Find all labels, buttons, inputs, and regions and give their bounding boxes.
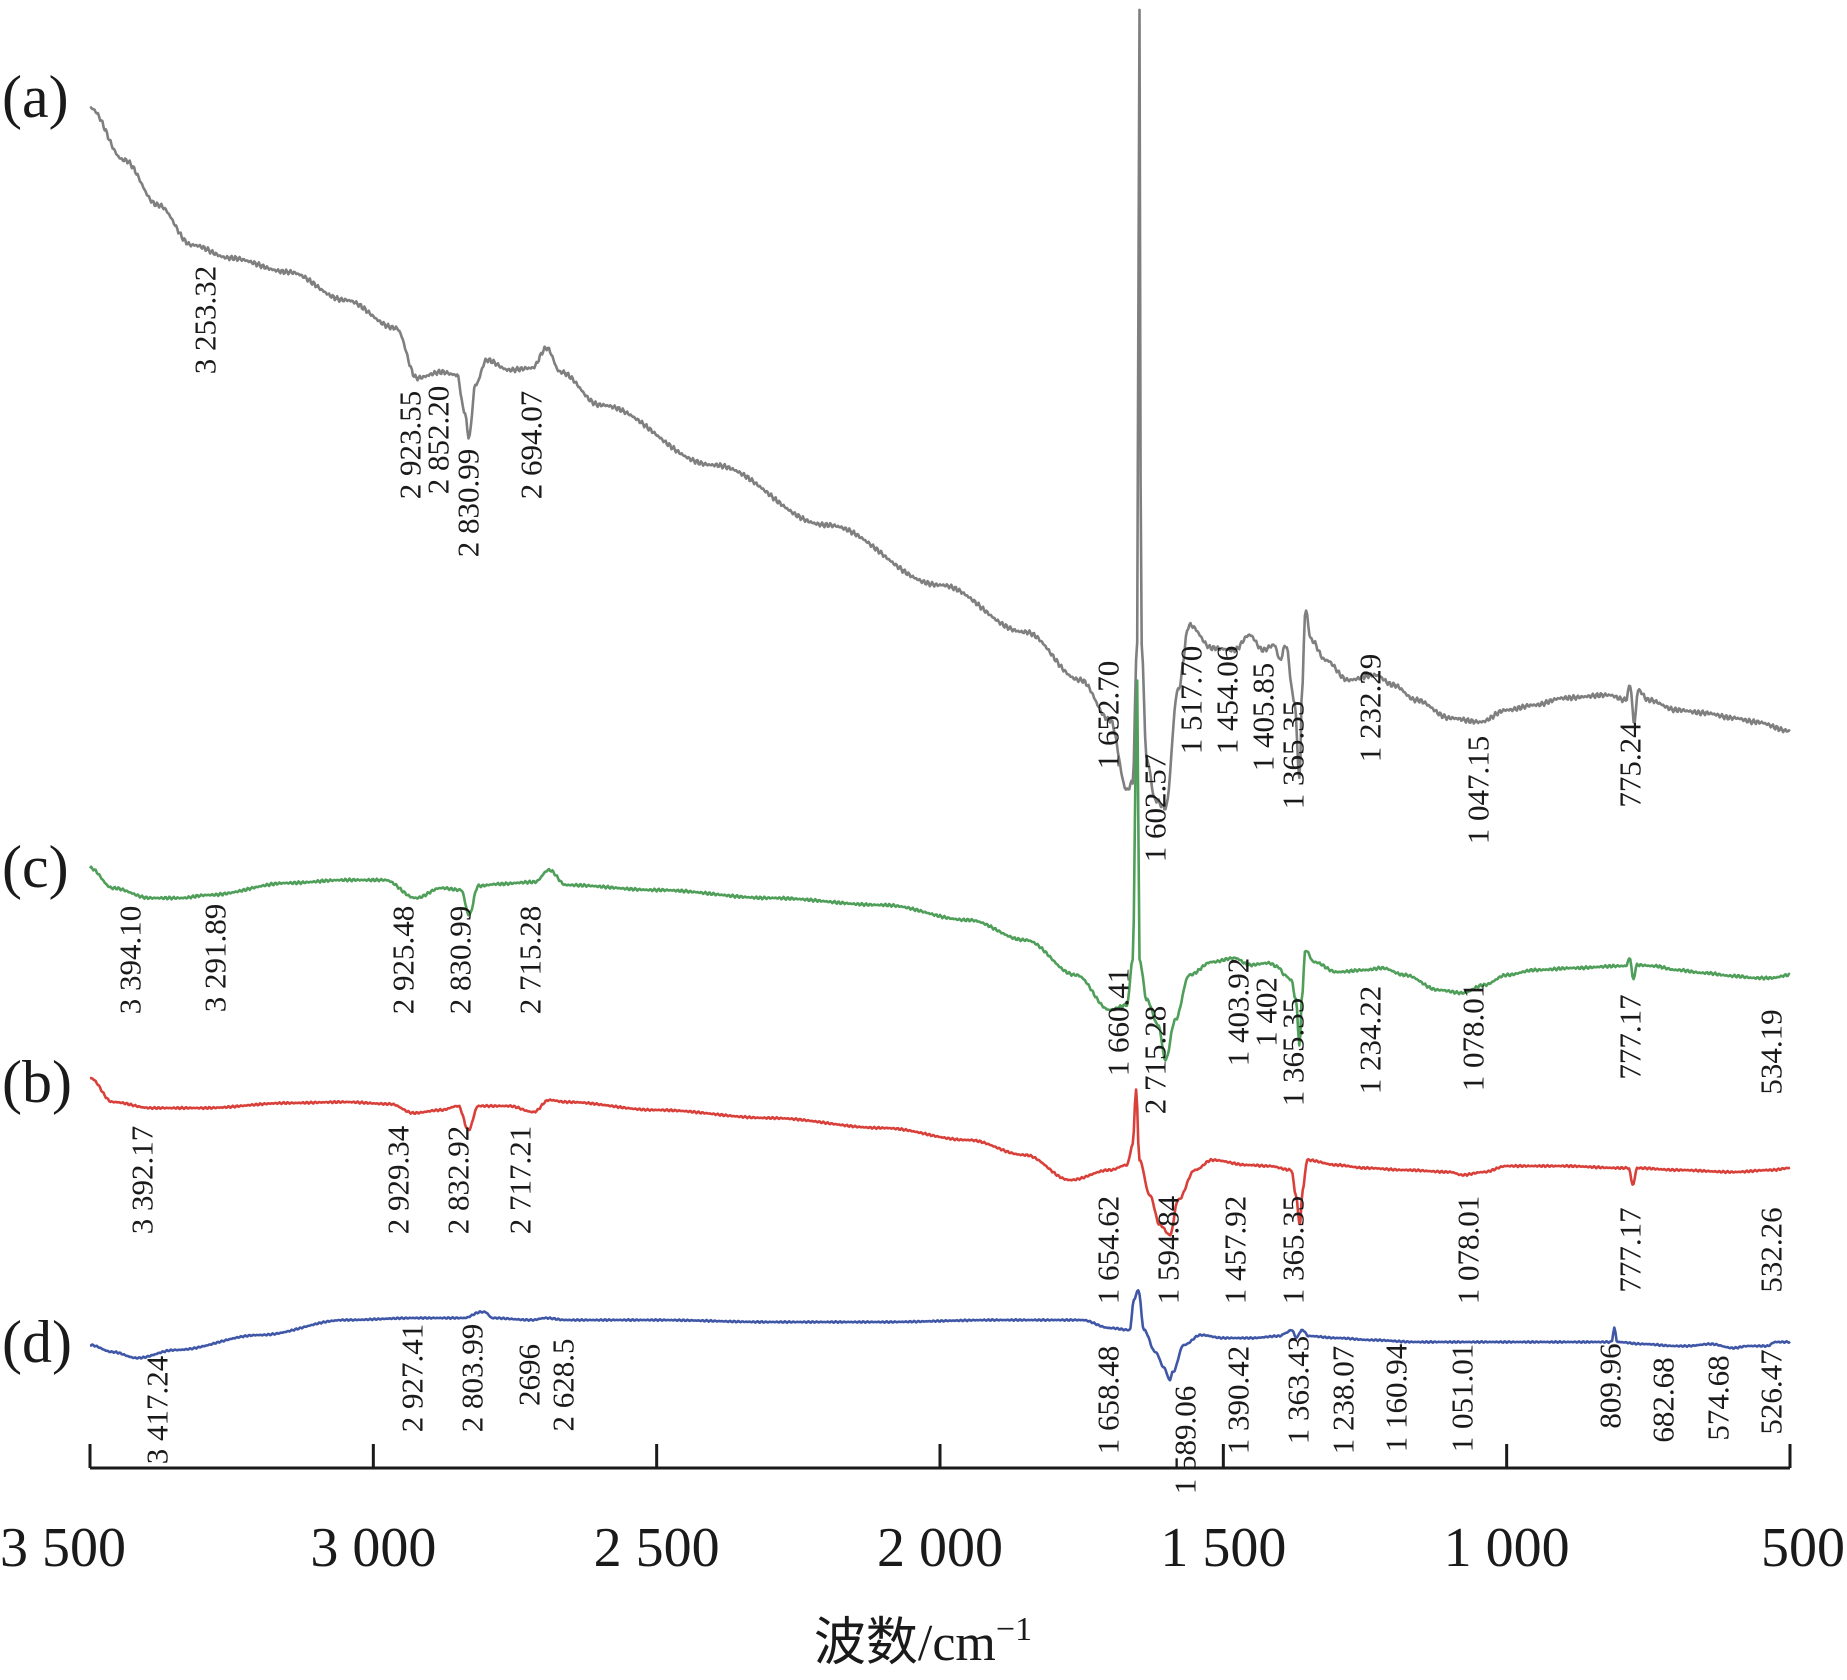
peak-label: 532.26 bbox=[1754, 1207, 1789, 1292]
x-tick-label: 3 500 bbox=[0, 1517, 126, 1579]
series-label: (d) bbox=[2, 1309, 72, 1375]
peak-label: 777.17 bbox=[1613, 1207, 1648, 1292]
peak-label: 1 047.15 bbox=[1461, 736, 1496, 845]
peak-label: 3 392.17 bbox=[125, 1126, 160, 1235]
peak-label: 2 929.34 bbox=[381, 1125, 416, 1234]
peak-label: 1 160.94 bbox=[1379, 1343, 1414, 1452]
peak-label: 2 830.99 bbox=[451, 449, 486, 558]
peak-label: 2 927.41 bbox=[395, 1324, 430, 1433]
peak-label: 1 365.35 bbox=[1276, 998, 1311, 1107]
peak-label: 1 660.41 bbox=[1101, 968, 1136, 1077]
peak-label: 2696 bbox=[512, 1344, 547, 1406]
peak-label: 1 051.01 bbox=[1445, 1344, 1480, 1453]
x-tick-label: 500 bbox=[1761, 1517, 1845, 1579]
x-axis-title-superscript: −1 bbox=[996, 1611, 1032, 1648]
peak-label: 1 602.57 bbox=[1138, 754, 1173, 863]
peak-label: 1 078.01 bbox=[1456, 983, 1491, 1092]
peak-label: 1 517.70 bbox=[1174, 646, 1209, 755]
peak-label: 1 594.84 bbox=[1151, 1195, 1186, 1304]
x-tick-label: 1 500 bbox=[1160, 1517, 1286, 1579]
peak-label: 3 394.10 bbox=[113, 906, 148, 1015]
peak-label: 1 363.43 bbox=[1281, 1336, 1316, 1445]
peak-label: 2 852.20 bbox=[421, 386, 456, 495]
peak-label: 2 715.28 bbox=[513, 906, 548, 1015]
series-label: (b) bbox=[2, 1049, 72, 1115]
spectrum-curves bbox=[88, 8, 1791, 1382]
spectrum-line bbox=[89, 1076, 1791, 1237]
x-axis-title-text: 波数/cm bbox=[814, 1615, 996, 1672]
peak-label: 1 238.07 bbox=[1326, 1346, 1361, 1455]
peak-label: 2 832.92 bbox=[441, 1126, 476, 1235]
series-label: (c) bbox=[2, 834, 69, 900]
peak-label: 1 078.01 bbox=[1451, 1196, 1486, 1305]
peak-label: 1 365.35 bbox=[1276, 701, 1311, 810]
peak-label: 777.17 bbox=[1613, 994, 1648, 1079]
peak-label: 682.68 bbox=[1646, 1357, 1681, 1442]
peak-label: 1 457.92 bbox=[1218, 1196, 1253, 1305]
x-axis-tick-labels: 3 500 3 000 2 500 2 000 1 500 1 000 500 bbox=[0, 1517, 1845, 1579]
x-axis-ticks bbox=[88, 1444, 1792, 1468]
peak-label: 1 658.48 bbox=[1091, 1346, 1126, 1455]
peak-label: 574.68 bbox=[1701, 1355, 1736, 1440]
x-axis-title: 波数/cm−1 bbox=[814, 1611, 1032, 1672]
peak-label: 2 694.07 bbox=[514, 391, 549, 500]
spectrum-line bbox=[89, 8, 1791, 811]
x-tick-label: 1 000 bbox=[1444, 1517, 1570, 1579]
peak-label: 534.19 bbox=[1754, 1009, 1789, 1094]
x-axis: 3 500 3 000 2 500 2 000 1 500 1 000 500 bbox=[0, 1444, 1845, 1579]
peak-label: 1 234.22 bbox=[1353, 986, 1388, 1095]
peak-label: 2 830.99 bbox=[443, 906, 478, 1015]
series-label: (a) bbox=[2, 64, 69, 130]
peak-label: 809.96 bbox=[1593, 1343, 1628, 1428]
peak-label: 3 417.24 bbox=[140, 1355, 175, 1464]
peak-label: 1 454.06 bbox=[1210, 646, 1245, 755]
peak-label: 526.47 bbox=[1754, 1349, 1789, 1434]
peak-label: 2 925.48 bbox=[386, 906, 421, 1015]
x-tick-label: 2 500 bbox=[594, 1517, 720, 1579]
peak-label: 1 232.29 bbox=[1353, 654, 1388, 763]
peak-label: 2 715.28 bbox=[1138, 1006, 1173, 1115]
peak-label: 1 405.85 bbox=[1246, 663, 1281, 772]
spectrum-line bbox=[88, 679, 1791, 1062]
series-labels: (a) (c) (b) (d) bbox=[2, 64, 72, 1375]
peak-label: 1 402 bbox=[1249, 977, 1284, 1047]
spectrum-line bbox=[89, 1289, 1791, 1382]
peak-labels: 3 253.322 923.552 852.202 830.992 694.07… bbox=[113, 266, 1789, 1495]
peak-label: 1 390.42 bbox=[1221, 1346, 1256, 1455]
peak-label: 775.24 bbox=[1613, 722, 1648, 808]
peak-label: 2 717.21 bbox=[503, 1126, 538, 1235]
peak-label: 2 803.99 bbox=[455, 1324, 490, 1433]
x-tick-label: 2 000 bbox=[877, 1517, 1003, 1579]
peak-label: 1 365.35 bbox=[1276, 1196, 1311, 1305]
peak-label: 3 291.89 bbox=[198, 904, 233, 1013]
peak-label: 3 253.32 bbox=[188, 266, 223, 375]
x-tick-label: 3 000 bbox=[310, 1517, 436, 1579]
peak-label: 2 628.5 bbox=[546, 1339, 581, 1432]
peak-label: 1 403.92 bbox=[1221, 958, 1256, 1067]
peak-label: 1 589.06 bbox=[1168, 1386, 1203, 1495]
peak-label: 1 654.62 bbox=[1091, 1196, 1126, 1305]
peak-label: 2 923.55 bbox=[393, 391, 428, 500]
peak-label: 1 652.70 bbox=[1091, 661, 1126, 770]
